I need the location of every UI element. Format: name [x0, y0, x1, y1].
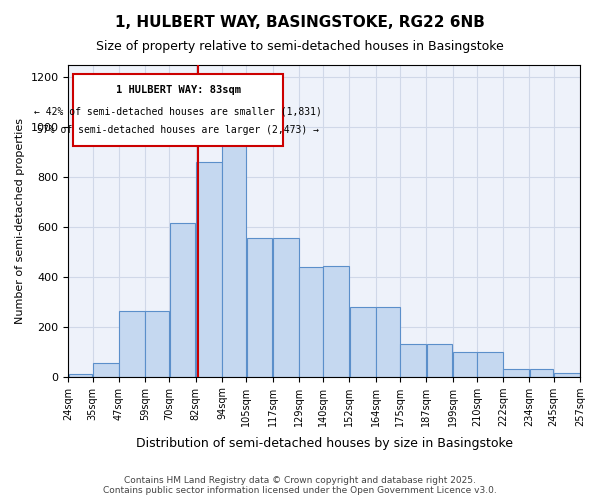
Bar	[453, 352, 476, 376]
X-axis label: Distribution of semi-detached houses by size in Basingstoke: Distribution of semi-detached houses by …	[136, 437, 513, 450]
Bar	[376, 307, 400, 376]
Y-axis label: Number of semi-detached properties: Number of semi-detached properties	[15, 118, 25, 324]
Bar	[119, 310, 145, 376]
Bar	[93, 363, 119, 376]
Bar	[323, 266, 349, 376]
Text: 1 HULBERT WAY: 83sqm: 1 HULBERT WAY: 83sqm	[116, 85, 241, 95]
Bar	[427, 344, 452, 376]
Text: Contains HM Land Registry data © Crown copyright and database right 2025.
Contai: Contains HM Land Registry data © Crown c…	[103, 476, 497, 495]
Bar	[68, 374, 92, 376]
Bar	[299, 267, 323, 376]
Bar	[247, 238, 272, 376]
Bar	[145, 310, 169, 376]
Bar	[273, 238, 299, 376]
Bar	[477, 352, 503, 376]
Text: 57% of semi-detached houses are larger (2,473) →: 57% of semi-detached houses are larger (…	[37, 126, 319, 136]
Bar	[530, 369, 553, 376]
Bar	[350, 307, 376, 376]
Bar	[400, 344, 426, 376]
Text: ← 42% of semi-detached houses are smaller (1,831): ← 42% of semi-detached houses are smalle…	[34, 106, 322, 117]
Bar	[196, 162, 222, 376]
Text: 1, HULBERT WAY, BASINGSTOKE, RG22 6NB: 1, HULBERT WAY, BASINGSTOKE, RG22 6NB	[115, 15, 485, 30]
Bar	[170, 224, 196, 376]
Bar	[223, 142, 246, 376]
FancyBboxPatch shape	[73, 74, 283, 146]
Bar	[503, 369, 529, 376]
Bar	[554, 373, 580, 376]
Text: Size of property relative to semi-detached houses in Basingstoke: Size of property relative to semi-detach…	[96, 40, 504, 53]
